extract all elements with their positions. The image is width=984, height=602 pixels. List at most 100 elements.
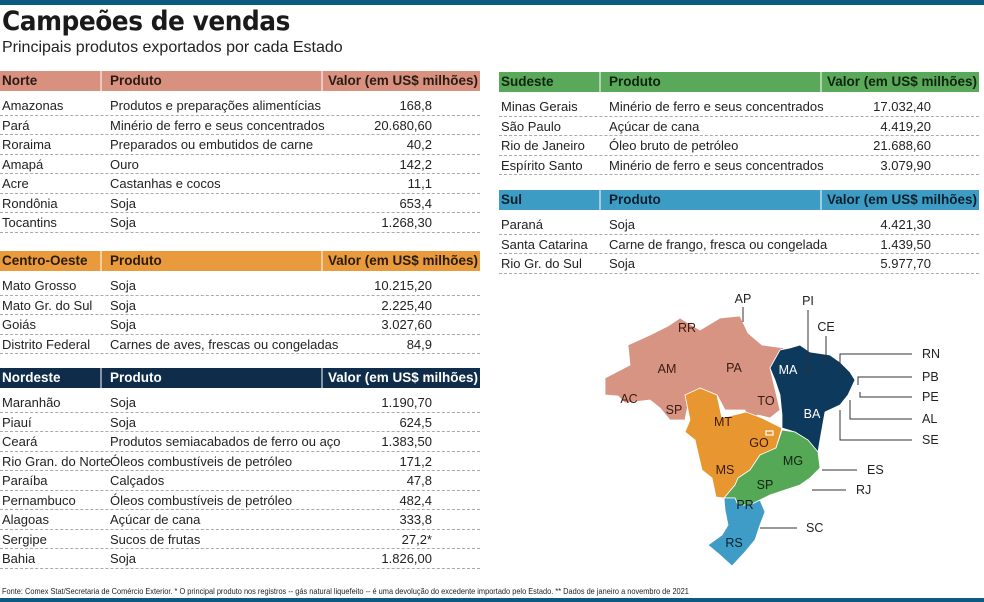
column-value: Valor (em US$ milhões) <box>327 370 478 385</box>
bottom-bar <box>0 598 984 602</box>
export-value: 4.419,20 <box>880 118 931 134</box>
export-value: 653,4 <box>399 195 432 211</box>
map-label-rn: RN <box>922 347 940 361</box>
export-value: 3.079,90 <box>880 157 931 173</box>
export-value: 1.439,50 <box>880 236 931 252</box>
product-name: Soja <box>110 195 137 211</box>
table-header: Sudeste Produto Valor (em US$ milhões) <box>499 72 979 92</box>
table-nordeste: Nordeste Produto Valor (em US$ milhões) Mar… <box>0 368 480 569</box>
table-row: Rondônia Soja 653,4 <box>0 194 480 213</box>
export-value: 333,8 <box>399 512 432 527</box>
header-divider <box>100 251 102 271</box>
table-row: Espírito Santo Minério de ferro e seus co… <box>499 156 979 175</box>
state-name: Maranhão <box>2 395 61 410</box>
product-name: Sucos de frutas <box>110 531 201 547</box>
table-sul: Sul Produto Valor (em US$ milhões) Paraná So… <box>499 190 979 274</box>
table-header: Norte Produto Valor (em US$ milhões) <box>0 71 480 91</box>
header-divider <box>321 251 323 271</box>
page-title: Campeões de vendas <box>2 6 290 37</box>
table-centro-oeste: Centro-Oeste Produto Valor (em US$ milhões… <box>0 251 480 354</box>
export-value: 5.977,70 <box>880 256 931 271</box>
export-value: 40,2 <box>406 137 432 152</box>
column-value: Valor (em US$ milhões) <box>327 253 478 268</box>
map-label-pe: PE <box>922 390 939 404</box>
column-product: Produto <box>110 370 162 385</box>
product-name: Soja <box>110 414 137 430</box>
state-name: Amapá <box>2 156 44 172</box>
map-label-sc: SC <box>806 521 823 535</box>
export-value: 27,2* <box>401 531 432 547</box>
header-divider <box>820 190 822 210</box>
table-row: Rio Gr. do Sul Soja 5.977,70 <box>499 254 979 274</box>
product-name: Óleos combustíveis de petróleo <box>110 453 293 469</box>
map-label-ac: AC <box>620 392 637 406</box>
product-name: Soja <box>110 215 137 230</box>
product-name: Soja <box>609 217 636 232</box>
product-name: Carne de frango, fresca ou congelada <box>609 236 828 252</box>
state-name: Minas Gerais <box>501 99 578 114</box>
map-label-ro: SP <box>666 403 683 417</box>
table-row: Santa Catarina Carne de frango, fresca ou… <box>499 235 979 254</box>
state-name: Espírito Santo <box>501 157 583 173</box>
footer-source: Fonte: Comex Stat/Secretaria de Comércio… <box>2 586 689 596</box>
map-label-ce: CE <box>817 320 834 334</box>
header-divider <box>321 368 323 388</box>
region-name: Nordeste <box>2 370 61 385</box>
product-name: Soja <box>609 256 636 271</box>
product-name: Açúcar de cana <box>110 512 201 527</box>
region-name: Sul <box>501 192 523 207</box>
state-name: Rondônia <box>2 195 58 211</box>
map-label-rr: RR <box>678 321 696 335</box>
map-label-ba: BA <box>804 407 821 421</box>
table-row: Rio de Janeiro Óleo bruto de petróleo 21.6… <box>499 136 979 156</box>
table-row: Paraná Soja 4.421,30 <box>499 215 979 235</box>
map-label-mt: MT <box>714 415 732 429</box>
export-value: 1.826,00 <box>381 551 432 566</box>
state-name: Pernambuco <box>2 492 76 508</box>
table-row: Mato Grosso Soja 10.215,20 <box>0 276 480 296</box>
map-label-rj: RJ <box>856 483 871 497</box>
product-name: Ouro <box>110 156 139 172</box>
region-name: Norte <box>2 73 38 88</box>
state-name: Alagoas <box>2 512 49 527</box>
map-label-am: AM <box>658 362 677 376</box>
state-name: Roraima <box>2 137 52 152</box>
table-row: Ceará Produtos semiacabados de ferro ou a… <box>0 432 480 452</box>
product-name: Minério de ferro e seus concentrados <box>609 157 824 173</box>
state-name: Tocantins <box>2 215 57 230</box>
state-name: Rio de Janeiro <box>501 138 585 153</box>
table-row: Mato Gr. do Sul Soja 2.225,40 <box>0 296 480 315</box>
state-name: Santa Catarina <box>501 236 588 252</box>
table-row: Sergipe Sucos de frutas 27,2* <box>0 530 480 549</box>
state-name: Ceará <box>2 434 38 449</box>
export-value: 482,4 <box>399 492 432 508</box>
product-name: Soja <box>110 551 137 566</box>
export-value: 84,9 <box>406 336 432 352</box>
export-value: 11,1 <box>407 176 432 191</box>
header-divider <box>100 368 102 388</box>
page-subtitle: Principais produtos exportados por cada … <box>2 39 343 56</box>
header-divider <box>321 71 323 91</box>
region-name: Centro-Oeste <box>2 253 88 268</box>
region-name: Sudeste <box>501 74 554 89</box>
table-row: Paraíba Calçados 47,8 <box>0 471 480 491</box>
product-name: Castanhas e cocos <box>110 176 221 191</box>
export-value: 10.215,20 <box>374 278 432 293</box>
state-name: Bahia <box>2 551 36 566</box>
export-value: 20.680,60 <box>374 117 432 133</box>
column-value: Valor (em US$ milhões) <box>826 192 977 207</box>
product-name: Soja <box>110 278 137 293</box>
top-bar <box>0 0 984 5</box>
map-label-se: SE <box>922 433 939 447</box>
product-name: Calçados <box>110 473 165 488</box>
export-value: 21.688,60 <box>873 138 931 153</box>
product-name: Soja <box>110 317 137 332</box>
state-name: Paraíba <box>2 473 48 488</box>
map-label-pb: PB <box>922 370 939 384</box>
product-name: Minério de ferro e seus concentrados <box>110 117 325 133</box>
table-row: Pernambuco Óleos combustíveis de petróleo… <box>0 491 480 510</box>
export-value: 1.383,50 <box>381 434 432 449</box>
map-label-sp: SP <box>757 478 774 492</box>
header-divider <box>599 72 601 92</box>
header-divider <box>599 190 601 210</box>
